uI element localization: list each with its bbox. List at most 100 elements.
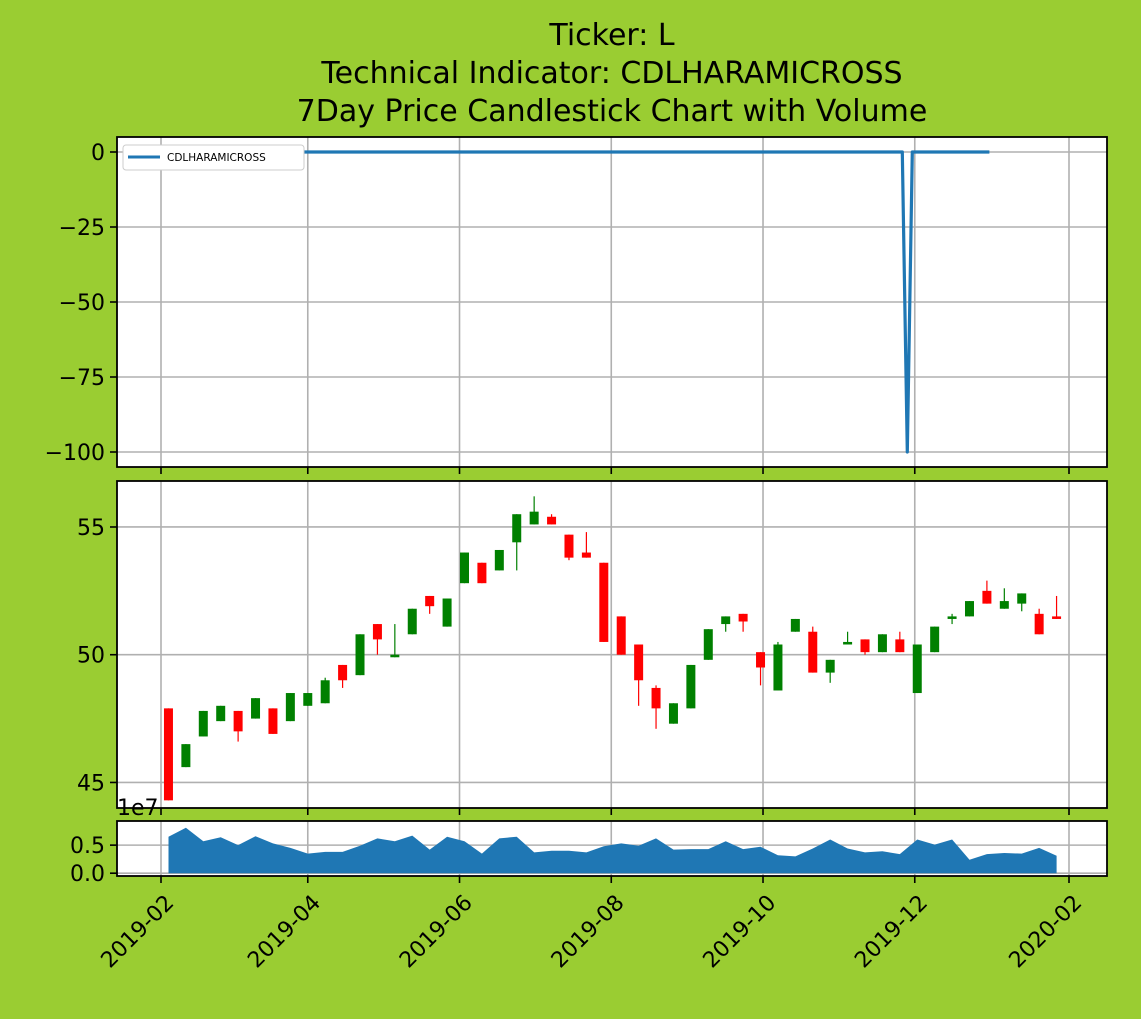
candle-body [843, 641, 853, 645]
price-panel: 45 50 55 [77, 480, 1108, 815]
candle-body [320, 680, 330, 704]
candle [581, 532, 591, 558]
legend-box [122, 144, 305, 171]
x-axis: 2019-02 2019-04 2019-06 2019-08 2019-10 2019-… [97, 891, 1088, 974]
candle-body [459, 552, 469, 584]
candle [163, 708, 173, 801]
candle-body [529, 511, 539, 525]
candle-body [564, 534, 574, 558]
candle-body [756, 652, 766, 668]
candle [233, 710, 243, 742]
candle-body [877, 634, 887, 653]
candle [285, 693, 295, 722]
candle [268, 708, 278, 734]
x-tick-label: 2019-04 [243, 891, 326, 974]
candle [738, 613, 748, 632]
candle [494, 549, 504, 571]
candle-body [930, 626, 940, 653]
candle [425, 595, 435, 614]
candle-body [425, 595, 435, 607]
candle [721, 616, 731, 632]
candle [564, 534, 574, 561]
candle [773, 641, 783, 691]
x-tick-label: 2020-02 [1005, 891, 1088, 974]
indicator-panel: 0 −25 −50 −75 −100 CDLHARAMICROSS [45, 136, 1108, 474]
x-tick-label: 2019-12 [850, 891, 933, 974]
candle [616, 616, 626, 655]
candle [668, 703, 678, 724]
price-ytick-label: 45 [77, 771, 105, 796]
indicator-ytick-label: −75 [59, 366, 105, 391]
x-tick-label: 2019-10 [699, 891, 782, 974]
candle [251, 698, 261, 719]
candle [390, 624, 400, 658]
candle [1017, 593, 1027, 612]
candle-body [982, 590, 992, 604]
candle [999, 588, 1009, 609]
candle-body [686, 664, 696, 709]
candle-body [285, 693, 295, 722]
candle [198, 710, 208, 737]
candle-body [547, 516, 557, 525]
candle-body [703, 629, 713, 660]
candle-body [668, 703, 678, 724]
candle [320, 677, 330, 704]
candle-body [651, 687, 661, 709]
candle [442, 598, 452, 627]
candle [790, 618, 800, 632]
candle [477, 562, 487, 584]
candle [877, 634, 887, 653]
candle [843, 631, 853, 645]
x-tick-label: 2019-08 [547, 891, 630, 974]
indicator-frame [116, 136, 1108, 468]
candle [1052, 595, 1062, 619]
candle [686, 664, 696, 709]
candle [895, 631, 905, 653]
indicator-line [158, 150, 990, 454]
candle [964, 601, 974, 617]
indicator-legend: CDLHARAMICROSS [122, 144, 305, 171]
candle [599, 562, 609, 642]
candle [529, 496, 539, 525]
candle [459, 552, 469, 584]
candle [651, 685, 661, 729]
price-ytick-label: 50 [77, 644, 105, 669]
candle [372, 624, 382, 655]
title-line-2: Technical Indicator: CDLHARAMICROSS [320, 56, 902, 91]
candle [355, 634, 365, 676]
candle-body [721, 616, 731, 625]
candle [181, 744, 191, 768]
price-ytick-label: 55 [77, 516, 105, 541]
candle [407, 608, 417, 635]
candle [808, 626, 818, 673]
candle [930, 626, 940, 653]
indicator-ytick-label: −100 [45, 441, 105, 466]
candle [512, 514, 522, 571]
candle-body [372, 624, 382, 640]
candle-body [442, 598, 452, 627]
candle-body [251, 698, 261, 719]
candle-body [303, 693, 313, 706]
candle-body [198, 710, 208, 737]
title-line-1: Ticker: L [548, 18, 674, 53]
volume-panel: 0.0 0.5 1e7 [70, 796, 1108, 887]
candle-body [964, 601, 974, 617]
candle [982, 580, 992, 604]
candle-body [1052, 616, 1062, 619]
candle [303, 693, 313, 706]
indicator-ytick-label: 0 [91, 141, 105, 166]
chart-title: Ticker: L Technical Indicator: CDLHARAMI… [297, 18, 928, 129]
candle-body [825, 659, 835, 673]
candle-body [163, 708, 173, 801]
candle-body [216, 705, 226, 722]
candle-body [268, 708, 278, 734]
candle [860, 639, 870, 655]
candle-body [738, 613, 748, 622]
candle-body [895, 639, 905, 653]
candle [825, 659, 835, 683]
candle [703, 629, 713, 660]
x-tick-label: 2019-06 [395, 891, 478, 974]
candle-body [947, 616, 957, 619]
legend-label: CDLHARAMICROSS [167, 152, 266, 164]
candle [634, 644, 644, 706]
